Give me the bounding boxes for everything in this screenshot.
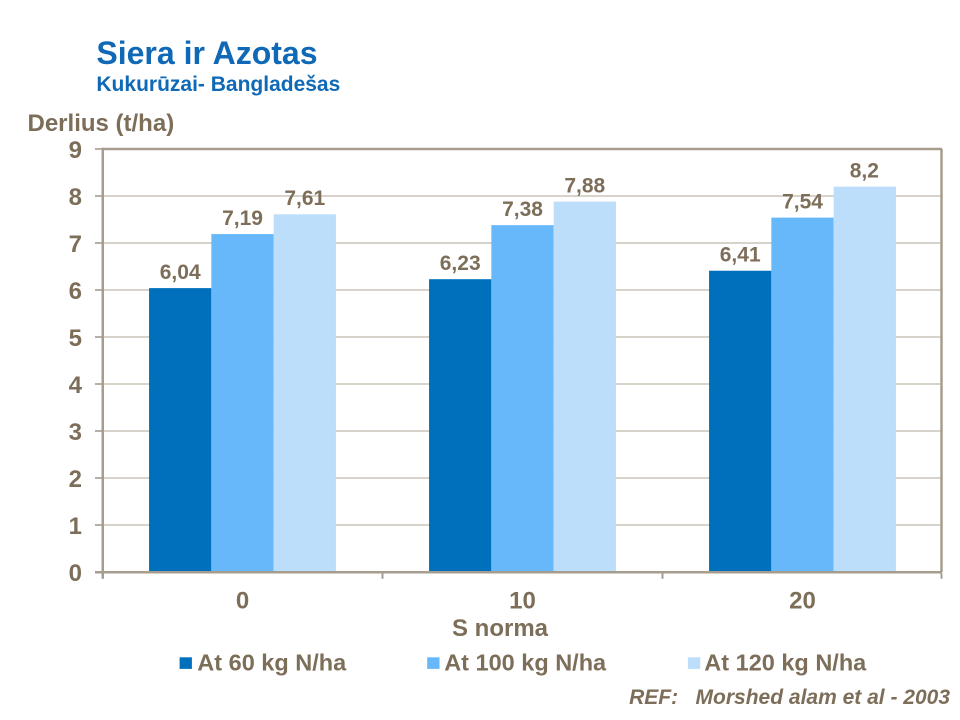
svg-text:At 120 kg N/ha: At 120 kg N/ha: [704, 650, 867, 676]
svg-text:At 60 kg N/ha: At 60 kg N/ha: [197, 650, 347, 676]
svg-text:20: 20: [789, 588, 816, 615]
svg-text:6,23: 6,23: [440, 252, 481, 275]
svg-text:5: 5: [69, 325, 82, 352]
svg-text:Derlius (t/ha): Derlius (t/ha): [28, 110, 175, 137]
svg-text:0: 0: [236, 588, 249, 615]
svg-text:7,88: 7,88: [564, 174, 605, 197]
svg-text:Kukurūzai- Bangladešas: Kukurūzai- Bangladešas: [96, 73, 340, 96]
svg-text:6,41: 6,41: [720, 244, 761, 267]
svg-text:9: 9: [69, 137, 82, 164]
svg-text:8: 8: [69, 184, 82, 211]
svg-text:7,61: 7,61: [284, 187, 325, 210]
svg-text:At 100 kg N/ha: At 100 kg N/ha: [444, 650, 607, 676]
svg-text:8,2: 8,2: [850, 159, 879, 182]
svg-text:2: 2: [69, 466, 82, 493]
svg-text:10: 10: [509, 588, 536, 615]
svg-text:1: 1: [69, 513, 82, 540]
svg-text:7,38: 7,38: [502, 198, 543, 221]
svg-text:4: 4: [69, 372, 83, 399]
svg-text:6: 6: [69, 278, 82, 305]
svg-text:7,19: 7,19: [222, 207, 263, 230]
svg-text:3: 3: [69, 419, 82, 446]
svg-text:7,54: 7,54: [782, 190, 823, 213]
svg-text:REF: Morshed alam et al - 20: REF: Morshed alam et al - 2003: [629, 686, 950, 709]
svg-text:7: 7: [69, 231, 82, 258]
svg-text:6,04: 6,04: [160, 261, 201, 284]
svg-text:0: 0: [69, 560, 82, 587]
svg-text:Siera ir Azotas: Siera ir Azotas: [96, 35, 317, 71]
svg-text:S norma: S norma: [452, 615, 549, 642]
